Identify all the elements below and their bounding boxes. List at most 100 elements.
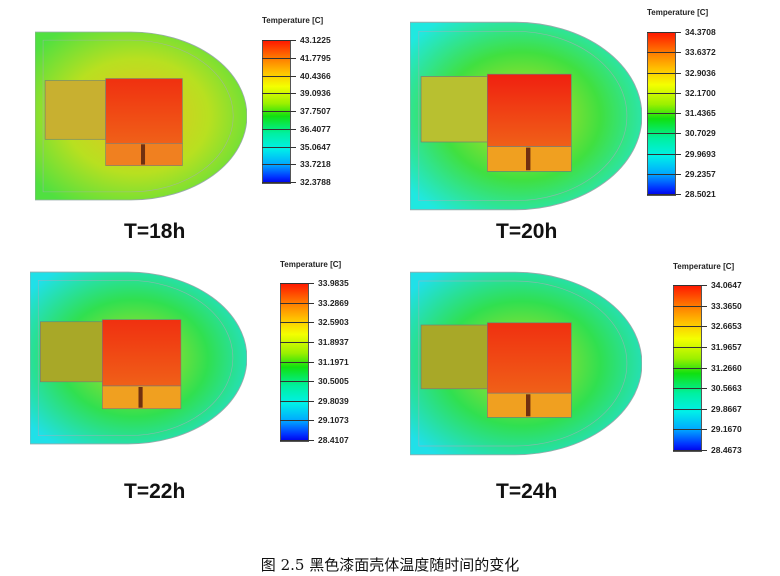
shell-inner-wall: [37, 280, 234, 436]
temperature-legend-18h: Temperature [C] 43.1225 41.7795 40.4366 39.0…: [262, 16, 362, 196]
divider-post: [526, 394, 531, 417]
legend-value: 29.1073: [318, 415, 349, 426]
legend-value: 33.7218: [300, 159, 331, 170]
legend-tick: [280, 440, 314, 441]
legend-tick: [280, 302, 314, 304]
legend-tick: [673, 450, 707, 451]
legend-value: 29.2357: [685, 168, 716, 179]
legend-tick: [673, 346, 707, 348]
legend-value: 33.9835: [318, 278, 349, 288]
time-label-22h: T=22h: [124, 480, 186, 503]
legend-value: 29.8039: [318, 395, 349, 406]
legend-tick: [280, 283, 314, 284]
thermal-plot-22h: [30, 270, 247, 446]
legend-value: 32.6653: [711, 321, 742, 332]
shell-inner-wall: [42, 39, 234, 193]
legend-value: 32.9036: [685, 67, 716, 78]
hot-component: [105, 78, 183, 144]
legend-tick: [262, 75, 296, 77]
legend-value: 35.0647: [300, 141, 331, 152]
legend-value: 33.2869: [318, 297, 349, 308]
temperature-legend-20h: Temperature [C] 34.3708 33.6372 32.9036 32.1…: [647, 8, 757, 200]
left-component: [44, 80, 106, 140]
legend-value: 39.0936: [300, 88, 331, 99]
legend-tick: [647, 92, 681, 94]
legend-tick: [647, 72, 681, 74]
legend-tick: [673, 408, 707, 410]
thermal-plot-24h: [410, 270, 642, 457]
legend-value: 28.4673: [711, 445, 742, 455]
left-component: [420, 76, 488, 143]
legend-tick: [280, 381, 314, 383]
divider-post: [141, 144, 146, 165]
legend-tick: [262, 40, 296, 41]
legend-tick: [262, 57, 296, 59]
left-component: [40, 321, 103, 383]
time-label-18h: T=18h: [124, 220, 186, 243]
divider-post: [138, 386, 143, 408]
legend-tick: [673, 305, 707, 307]
shell-inner-wall: [418, 30, 628, 202]
legend-tick: [673, 326, 707, 328]
legend-value: 40.4366: [300, 70, 331, 81]
legend-value: 43.1225: [300, 35, 331, 45]
legend-value: 32.3788: [300, 177, 331, 187]
color-scale-bar: [673, 285, 702, 452]
legend-value: 34.0647: [711, 280, 742, 290]
legend-tick: [280, 400, 314, 402]
legend-tick: [647, 133, 681, 135]
thermal-plot-18h: [35, 30, 247, 202]
hot-component: [102, 319, 182, 387]
legend-tick: [280, 322, 314, 324]
time-label-24h: T=24h: [496, 480, 558, 503]
legend-value: 33.6372: [685, 47, 716, 58]
legend-value: 36.4077: [300, 123, 331, 134]
legend-tick: [262, 93, 296, 95]
legend-tick: [647, 32, 681, 33]
legend-value: 28.4107: [318, 435, 349, 445]
color-scale-bar: [262, 40, 291, 184]
legend-value: 34.3708: [685, 27, 716, 37]
legend-tick: [647, 194, 681, 195]
legend-tick: [647, 153, 681, 155]
legend-value: 37.7507: [300, 106, 331, 116]
divider-post: [526, 147, 531, 171]
legend-value: 31.2660: [711, 362, 742, 373]
figure-caption: 图 2.5 黑色漆面壳体温度随时间的变化: [260, 556, 520, 574]
left-component: [420, 324, 488, 390]
legend-tick: [673, 367, 707, 369]
legend-tick: [647, 113, 681, 114]
legend-tick: [673, 429, 707, 431]
legend-value: 29.9693: [685, 148, 716, 159]
legend-value: 31.9657: [711, 341, 742, 352]
legend-value: 30.7029: [685, 128, 716, 139]
legend-tick: [647, 52, 681, 54]
legend-title: Temperature [C]: [280, 260, 342, 269]
hot-component: [487, 322, 572, 394]
legend-value: 41.7795: [300, 52, 331, 63]
legend-tick: [673, 388, 707, 390]
legend-tick: [280, 341, 314, 343]
thermal-plot-20h: [410, 20, 642, 212]
legend-value: 30.5005: [318, 376, 349, 387]
legend-tick: [673, 285, 707, 286]
legend-tick: [262, 164, 296, 166]
shell-inner-wall: [418, 280, 628, 447]
legend-value: 32.1700: [685, 87, 716, 98]
legend-tick: [280, 420, 314, 422]
legend-value: 32.5903: [318, 317, 349, 328]
legend-tick: [262, 128, 296, 130]
legend-value: 31.1971: [318, 356, 349, 367]
legend-tick: [647, 173, 681, 175]
legend-tick: [280, 361, 314, 363]
legend-tick: [262, 111, 296, 112]
color-scale-bar: [647, 32, 676, 196]
legend-title: Temperature [C]: [262, 16, 324, 25]
legend-tick: [262, 146, 296, 148]
legend-value: 28.5021: [685, 189, 716, 199]
legend-title: Temperature [C]: [673, 262, 735, 271]
legend-tick: [262, 182, 296, 183]
legend-value: 29.8667: [711, 403, 742, 414]
legend-value: 30.5663: [711, 383, 742, 394]
